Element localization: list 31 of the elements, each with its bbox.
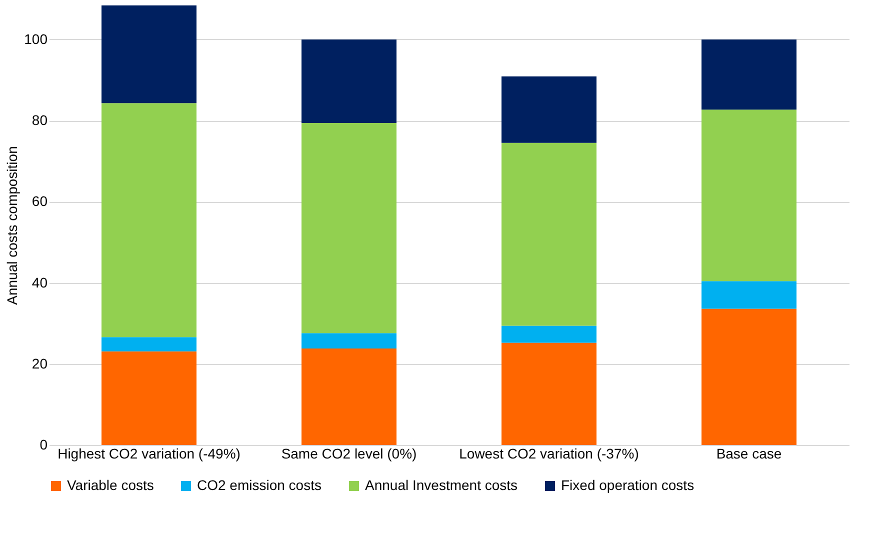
bar <box>502 76 596 143</box>
legend-label: Variable costs <box>67 477 154 493</box>
legend-label: CO2 emission costs <box>197 477 322 493</box>
y-tick-label: 60 <box>32 193 48 210</box>
bar <box>502 342 596 445</box>
y-tick-label: 80 <box>32 112 48 128</box>
bar <box>702 39 796 110</box>
x-tick-label: Highest CO2 variation (-49%) <box>58 446 240 462</box>
y-tick-label: 40 <box>32 274 48 290</box>
legend-label: Annual Investment costs <box>365 477 518 493</box>
x-tick-label: Lowest CO2 variation (-37%) <box>459 446 639 462</box>
bar <box>502 142 596 326</box>
bar <box>302 39 396 124</box>
y-tick-label: 100 <box>24 30 48 47</box>
bar <box>102 337 196 352</box>
x-tick-label: Base case <box>716 446 782 462</box>
bar <box>302 348 396 445</box>
bar <box>702 308 796 445</box>
bar <box>302 123 396 334</box>
y-tick-label: 20 <box>32 355 48 372</box>
bar <box>502 326 596 343</box>
legend-label: Fixed operation costs <box>561 477 694 493</box>
bar <box>102 103 196 338</box>
bar <box>302 333 396 348</box>
bar <box>702 110 796 282</box>
bar <box>102 5 196 104</box>
bar <box>702 281 796 309</box>
x-tick-label: Same CO2 level (0%) <box>281 446 417 462</box>
y-tick-label: 0 <box>40 436 48 452</box>
bar <box>102 351 196 445</box>
y-axis-title: Annual costs composition <box>4 146 20 305</box>
